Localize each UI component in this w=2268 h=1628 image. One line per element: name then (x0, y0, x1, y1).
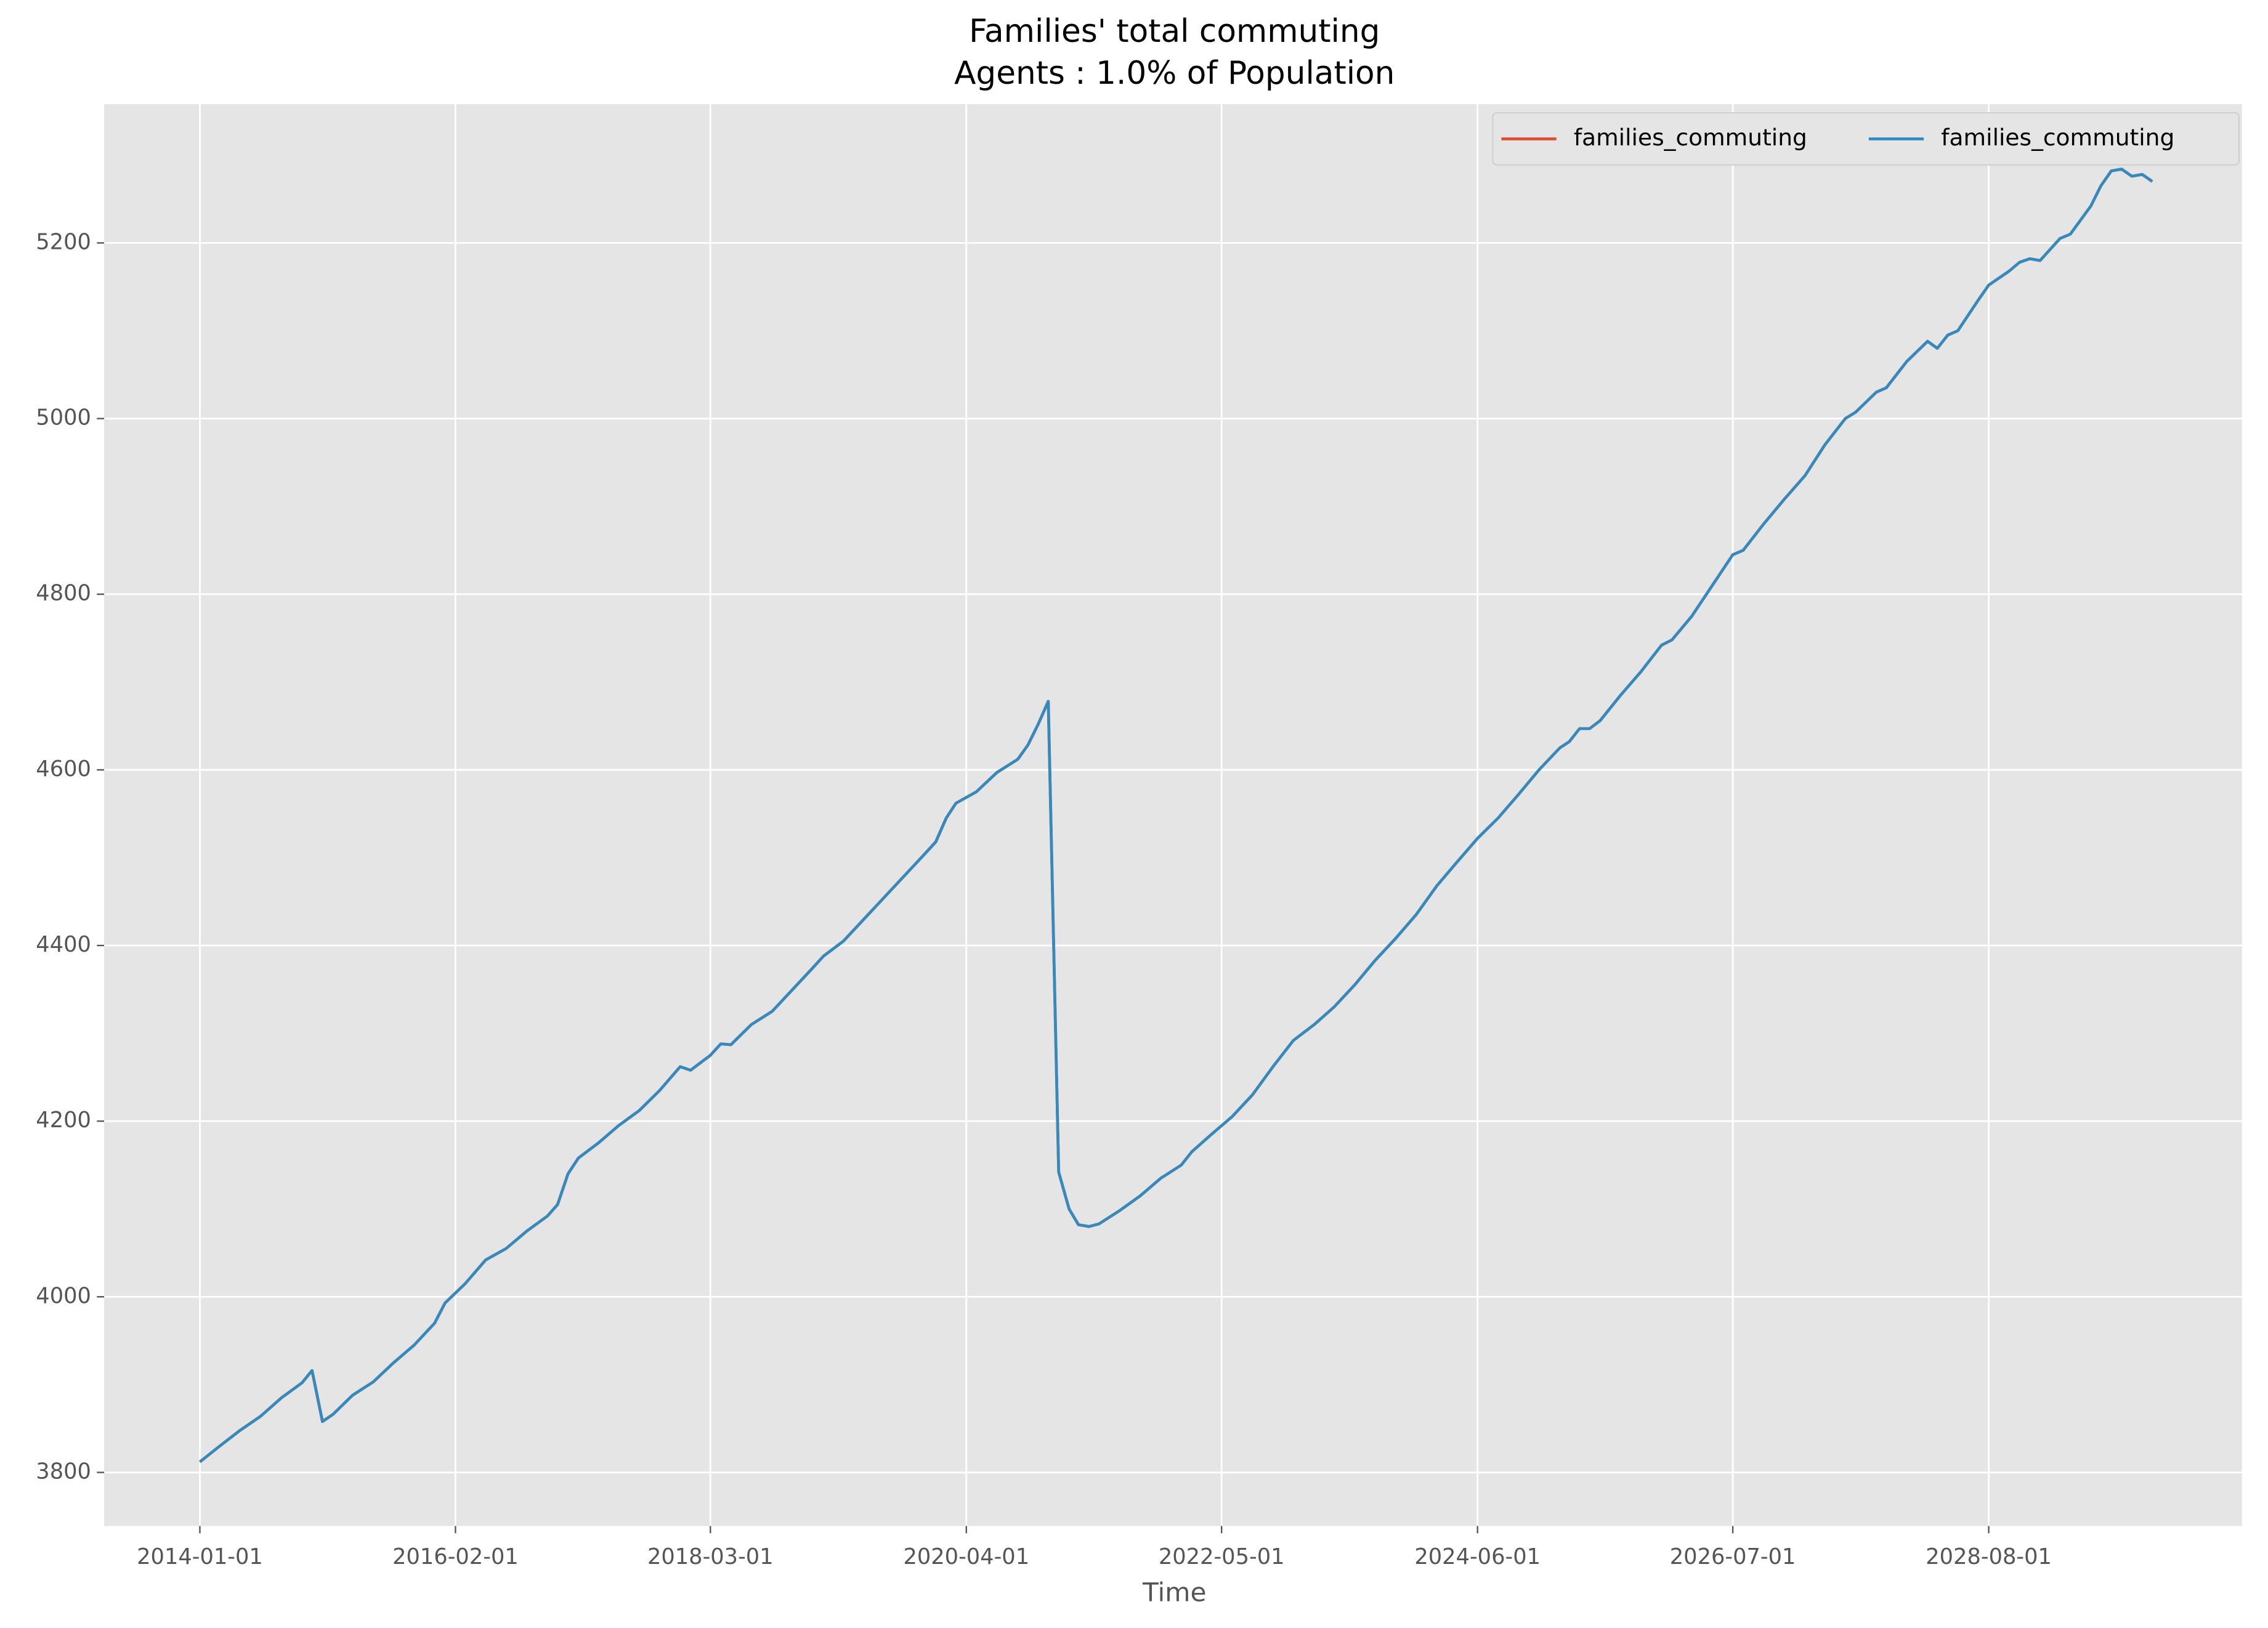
legend: families_commuting families_commuting (1492, 112, 2240, 166)
x-tick-label: 2018-03-01 (647, 1544, 774, 1569)
x-tick-label: 2016-02-01 (392, 1544, 519, 1569)
y-tick-label: 4200 (36, 1108, 91, 1133)
x-tick-label: 2028-08-01 (1926, 1544, 2052, 1569)
y-tick-label: 4000 (36, 1283, 91, 1308)
x-tick-label: 2020-04-01 (903, 1544, 1029, 1569)
x-tick-label: 2022-05-01 (1159, 1544, 1285, 1569)
y-tick-label: 4400 (36, 932, 91, 957)
legend-box (1492, 112, 2240, 166)
y-tick-label: 4600 (36, 756, 91, 782)
x-tick-label: 2014-01-01 (137, 1544, 263, 1569)
lines (199, 168, 2153, 1464)
plot-area (104, 104, 2242, 1526)
x-tick-label: 2024-06-01 (1414, 1544, 1541, 1569)
y-tick-label: 3800 (36, 1459, 91, 1484)
legend-label: families_commuting (1574, 124, 1807, 151)
chart-title: Families' total commuting (969, 13, 1380, 50)
legend-label: families_commuting (1941, 124, 2174, 151)
y-tick-label: 5200 (36, 229, 91, 254)
chart-subtitle: Agents : 1.0% of Population (954, 55, 1395, 92)
y-tick-label: 5000 (36, 405, 91, 431)
data-line (199, 168, 2153, 1464)
y-tick-label: 4800 (36, 581, 91, 606)
grid: 3800 4000 4200 4400 4600 4800 5000 5200 2014-01-… (36, 104, 2242, 1569)
x-tick-label: 2026-07-01 (1670, 1544, 1796, 1569)
x-axis-label: Time (1142, 1577, 1206, 1607)
